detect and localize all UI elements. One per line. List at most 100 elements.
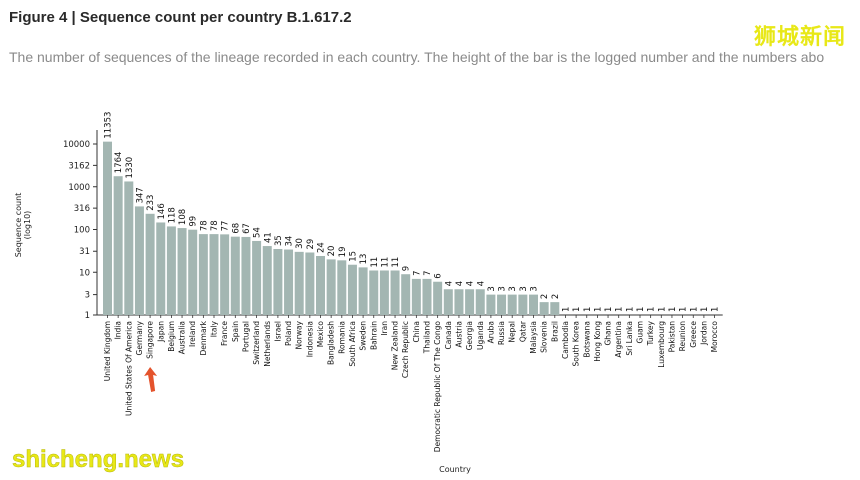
x-tick-label: South Korea (572, 321, 581, 366)
bar-value-label: 3 (508, 286, 518, 291)
bar (188, 229, 198, 315)
bar-value-label: 1 (604, 307, 614, 312)
bar (305, 252, 315, 315)
bar (156, 222, 166, 315)
bar-value-label: 3 (530, 286, 540, 291)
y-tick-label: 1000 (68, 183, 90, 193)
x-tick-label: Switzerland (252, 321, 261, 365)
bar-value-label: 4 (476, 281, 486, 286)
x-tick-label: Netherlands (263, 321, 272, 367)
bar-value-label: 11 (380, 257, 390, 268)
x-tick-label: Qatar (518, 320, 527, 342)
x-tick-label: Russia (497, 321, 506, 345)
bar-value-label: 3 (498, 286, 508, 291)
y-axis-label-unit: (log10) (23, 211, 32, 240)
bar-value-label: 2 (540, 294, 550, 299)
bar-value-label: 1 (700, 307, 710, 312)
x-tick-label: Poland (284, 321, 293, 346)
x-tick-label: Greece (689, 321, 698, 348)
bar-value-label: 1 (679, 307, 689, 312)
bar (433, 281, 443, 315)
bar-value-label: 4 (455, 281, 465, 286)
x-tick-label: Indonesia (305, 321, 314, 357)
bar-value-label: 1 (636, 307, 646, 312)
x-tick-labels-group: United Kingdom India United States Of Amer… (103, 315, 719, 452)
bar (198, 234, 208, 315)
x-tick-label: Uganda (476, 321, 485, 350)
bar-value-label: 77 (221, 221, 231, 232)
bar (262, 246, 272, 315)
x-tick-label: Democratic Republic Of The Congo (433, 321, 442, 453)
bar (358, 267, 368, 315)
bar (465, 289, 475, 315)
x-tick-label: Nepal (508, 321, 517, 343)
bar (518, 294, 528, 315)
highlight-arrow-icon (144, 367, 158, 392)
bar-value-label: 1 (583, 307, 593, 312)
x-tick-label: Guam (636, 321, 645, 343)
x-tick-label: India (114, 321, 123, 339)
bar (209, 234, 219, 315)
x-tick-label: Iran (380, 321, 389, 336)
x-tick-label: Pakistan (667, 321, 676, 353)
x-tick-label: Austria (454, 321, 463, 348)
bar (326, 259, 336, 315)
x-tick-label: Thailand (423, 321, 432, 354)
bar-value-label: 99 (189, 216, 199, 227)
bar-value-label: 3 (487, 286, 497, 291)
x-tick-label: Romania (337, 321, 346, 354)
bar-value-label: 11 (391, 257, 401, 268)
bar (379, 270, 389, 315)
bar (507, 294, 517, 315)
bar (475, 289, 485, 315)
bar-value-label: 1 (625, 307, 635, 312)
watermark-bottom-left: shicheng.news (12, 446, 185, 474)
x-tick-label: Israel (273, 321, 282, 342)
x-tick-label: Brazil (550, 321, 559, 342)
x-tick-label: China (412, 321, 421, 342)
bar (145, 213, 155, 315)
x-tick-label: Botswana (582, 321, 591, 358)
y-tick-label: 3162 (68, 161, 90, 171)
y-axis: 1 3 10 31 100 316 1000 3162 10000 (63, 130, 98, 321)
x-tick-label: France (220, 321, 229, 346)
bar (241, 236, 251, 315)
x-tick-label: Turkey (646, 320, 655, 346)
x-tick-label: Hong Kong (593, 321, 602, 362)
bar-value-label: 54 (253, 227, 263, 238)
y-tick-label: 3 (85, 291, 90, 301)
x-tick-label: Argentina (614, 321, 623, 358)
bar-value-label: 35 (274, 235, 284, 246)
bar (486, 294, 496, 315)
x-tick-label: Spain (231, 321, 240, 342)
x-tick-label: New Zealand (391, 321, 400, 371)
bar (230, 236, 240, 315)
x-tick-label: Cambodia (561, 321, 570, 359)
bar (166, 226, 176, 315)
figure-title: Figure 4 | Sequence count per country B.… (9, 9, 352, 26)
bar-value-label: 347 (135, 187, 145, 203)
x-tick-label: Sri Lanka (625, 321, 634, 356)
bar-value-label: 1 (593, 307, 603, 312)
y-tick-label: 1 (85, 311, 90, 321)
bar-value-label: 11353 (104, 112, 114, 139)
x-tick-label: Germany (135, 320, 144, 355)
x-tick-label: Reunion (678, 321, 687, 352)
x-tick-label: Bangladesh (327, 321, 336, 365)
bar-value-label: 1764 (114, 152, 124, 174)
y-tick-label: 100 (74, 226, 90, 236)
bar-value-label: 29 (306, 239, 316, 250)
watermark-top-right: 狮城新闻 (753, 25, 846, 50)
y-tick-label: 10 (79, 268, 90, 278)
bar-value-label: 1 (561, 307, 571, 312)
y-tick-label: 31 (79, 247, 90, 257)
bar (113, 176, 123, 315)
bar-value-label: 1 (647, 307, 657, 312)
x-tick-label: Malaysia (529, 321, 538, 354)
bar-value-label: 1 (668, 307, 678, 312)
bar (252, 240, 262, 315)
x-tick-label: Luxembourg (657, 321, 666, 368)
bar (369, 270, 379, 315)
